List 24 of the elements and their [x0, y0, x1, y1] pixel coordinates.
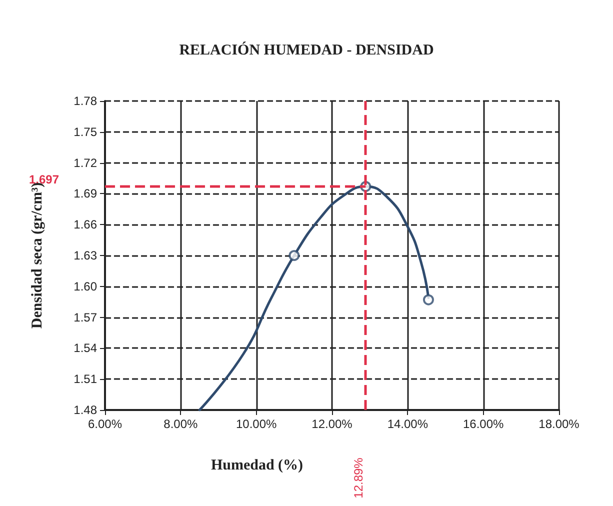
x-tick-label: 14.00% [387, 417, 428, 431]
x-tick-label: 12.00% [312, 417, 353, 431]
y-tick-label: 1.54 [74, 341, 98, 356]
y-tick-label: 1.60 [74, 279, 98, 294]
y-tick-label: 1.69 [74, 186, 98, 201]
y-axis-title: Densidad seca (gr/cm³) [30, 182, 46, 329]
ref-line-label: 12.89% [352, 457, 366, 498]
x-tick-label: 10.00% [236, 417, 278, 431]
y-tick-label: 1.48 [74, 403, 98, 417]
y-tick-label: 1.75 [74, 124, 98, 139]
y-tick-label: 1.66 [74, 218, 98, 232]
x-tick-label: 18.00% [538, 417, 580, 431]
y-tick-label: 1.57 [74, 310, 98, 324]
x-tick-label: 16.00% [462, 417, 504, 431]
y-tick-label: 1.63 [74, 248, 98, 262]
x-axis-title: Humedad (%) [210, 458, 304, 474]
point [288, 250, 300, 261]
chart-title: RELACIÓN HUMEDAD - DENSIDAD [179, 42, 434, 58]
y-tick-label: 1.72 [74, 156, 98, 170]
x-tick-label: 8.00% [164, 417, 198, 431]
y-tick-label: 1.51 [74, 372, 98, 386]
y-tick-label: 1.78 [74, 94, 98, 108]
point [422, 294, 434, 306]
x-tick-label: 6.00% [88, 417, 122, 431]
